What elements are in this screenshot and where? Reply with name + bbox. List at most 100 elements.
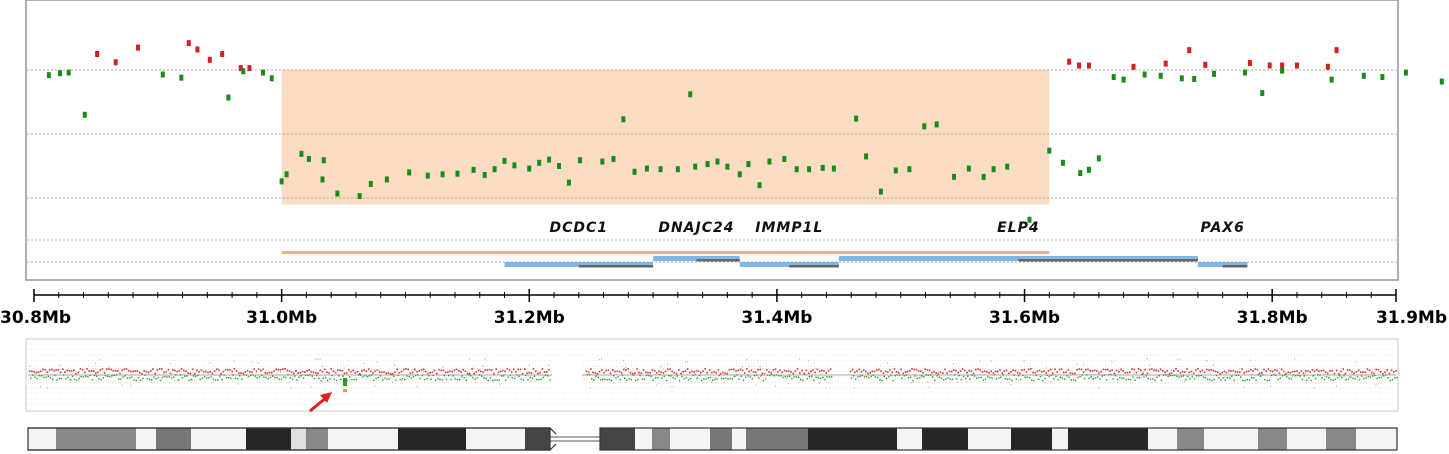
deletion-highlight-region (281, 70, 1050, 205)
overview-point (382, 379, 384, 381)
overview-point (404, 378, 406, 381)
overview-point (493, 372, 495, 375)
overview-point (726, 372, 728, 375)
overview-point (371, 374, 373, 376)
overview-point (307, 374, 309, 376)
overview-point (595, 375, 597, 377)
overview-point (364, 374, 366, 377)
overview-point (91, 379, 93, 381)
overview-point (661, 377, 663, 379)
overview-point (337, 369, 339, 371)
overview-point (730, 368, 733, 371)
overview-point (852, 374, 855, 377)
overview-point (381, 371, 383, 374)
overview-point (1280, 368, 1283, 371)
overview-point (672, 377, 674, 379)
data-point (179, 74, 184, 81)
overview-point (467, 374, 470, 376)
gene-track-lines (27, 239, 1397, 263)
overview-point (289, 377, 291, 379)
overview-point (136, 370, 139, 372)
overview-point (602, 378, 604, 380)
overview-point (733, 376, 735, 378)
x-tick-label: 30.8Mb (0, 308, 71, 328)
overview-point (818, 370, 821, 373)
overview-point (1038, 369, 1041, 372)
overview-point (462, 368, 464, 371)
ideogram-band (1287, 428, 1326, 450)
overview-point (1054, 368, 1056, 371)
overview-point (1213, 378, 1215, 381)
overview-point (201, 377, 203, 379)
overview-point (397, 374, 399, 377)
overview-point (47, 375, 49, 378)
gene-bar-shade (696, 259, 740, 262)
data-point (1267, 62, 1272, 69)
overview-point (375, 377, 377, 380)
overview-point (1254, 368, 1256, 370)
overview-point (830, 376, 833, 378)
overview-point (714, 378, 716, 380)
overview-point (1388, 372, 1391, 375)
overview-point (533, 375, 536, 377)
region-bar (281, 251, 1050, 254)
overview-point (872, 374, 874, 377)
overview-point (480, 370, 482, 373)
overview-point (676, 375, 679, 377)
overview-point (1376, 377, 1378, 380)
overview-point (1100, 370, 1102, 373)
overview-point (911, 382, 913, 384)
overview-point (227, 369, 229, 371)
overview-point (911, 368, 913, 370)
overview-point (320, 379, 322, 382)
overview-point (740, 375, 742, 377)
overview-point (680, 372, 682, 375)
overview-point (1198, 375, 1200, 377)
overview-point (1090, 376, 1092, 378)
overview-point (593, 379, 595, 381)
overview-point (543, 375, 545, 377)
overview-point (905, 374, 907, 377)
ideogram-band (1011, 428, 1052, 450)
overview-point (652, 379, 654, 382)
overview-point (757, 359, 759, 361)
overview-point (1080, 368, 1083, 371)
overview-point (35, 371, 38, 374)
overview-point (410, 377, 412, 379)
overview-point (973, 375, 976, 377)
overview-point (290, 371, 293, 374)
data-point (1142, 71, 1147, 78)
overview-point (119, 372, 121, 375)
overview-point (1235, 374, 1237, 376)
overview-point (1013, 374, 1015, 377)
gene-label-pax6: PAX6 (1200, 220, 1244, 236)
overview-point (590, 387, 592, 389)
overview-point (954, 374, 956, 376)
x-tick-label: 31.2Mb (494, 308, 565, 328)
overview-point (216, 368, 218, 371)
overview-point (980, 376, 982, 379)
overview-point (464, 370, 467, 372)
overview-point (585, 370, 588, 373)
overview-point (763, 372, 765, 374)
overview-point (851, 370, 853, 372)
overview-point (1064, 378, 1066, 380)
overview-point (1087, 368, 1089, 371)
overview-point (1327, 372, 1329, 375)
overview-point (53, 369, 55, 372)
overview-point (1357, 369, 1360, 372)
overview-point (1059, 376, 1061, 379)
overview-point (451, 370, 453, 373)
overview-point (1346, 369, 1349, 371)
overview-point (888, 376, 890, 378)
ideogram-band (808, 428, 897, 450)
overview-point (893, 368, 896, 370)
data-point (1047, 147, 1052, 154)
overview-point (422, 368, 425, 371)
overview-point (694, 374, 696, 376)
overview-point (1041, 371, 1043, 373)
overview-point (770, 372, 772, 374)
overview-point (1091, 378, 1093, 380)
overview-point (1322, 369, 1325, 372)
overview-point (310, 386, 312, 388)
